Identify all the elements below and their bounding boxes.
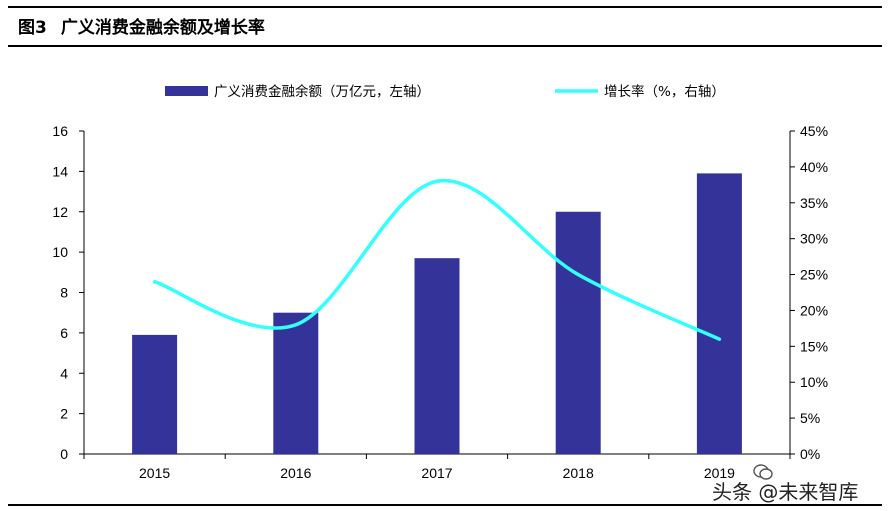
top-rule — [8, 6, 882, 8]
left-tick-label: 2 — [60, 406, 68, 422]
left-tick-label: 12 — [52, 204, 68, 220]
figure-title: 图3 广义消费金融余额及增长率 — [18, 13, 265, 38]
left-tick-label: 0 — [60, 446, 68, 462]
right-tick-label: 40% — [800, 159, 828, 175]
right-tick-label: 10% — [800, 374, 828, 390]
right-tick-label: 35% — [800, 195, 828, 211]
x-tick-label: 2019 — [704, 465, 735, 481]
watermark: 头条 @未来智库 — [712, 480, 859, 504]
right-tick-label: 5% — [800, 410, 820, 426]
bottom-rule — [8, 504, 882, 506]
figure-title-text: 广义消费金融余额及增长率 — [60, 18, 265, 38]
left-tick-label: 16 — [52, 123, 68, 139]
bar — [414, 258, 460, 454]
title-underline — [8, 45, 882, 47]
left-tick-label: 8 — [60, 285, 68, 301]
x-tick-label: 2016 — [280, 465, 311, 481]
x-tick-label: 2018 — [563, 465, 594, 481]
right-tick-label: 15% — [800, 338, 828, 354]
wechat-icon — [753, 464, 773, 480]
growth-rate-line — [152, 178, 722, 341]
x-tick-label: 2017 — [421, 465, 452, 481]
bar — [132, 334, 178, 454]
bar — [273, 312, 319, 454]
legend-label-line: 增长率（%，右轴） — [604, 83, 725, 100]
bar — [555, 211, 601, 454]
right-tick-label: 0% — [800, 446, 820, 462]
legend-label-bar: 广义消费金融余额（万亿元，左轴） — [214, 83, 430, 100]
left-tick-label: 14 — [52, 163, 68, 179]
right-tick-label: 20% — [800, 302, 828, 318]
right-tick-label: 45% — [800, 123, 828, 139]
figure-number: 图3 — [18, 18, 47, 38]
left-tick-label: 4 — [60, 365, 68, 381]
legend-swatch-bar — [165, 86, 208, 96]
bar — [696, 173, 742, 455]
right-tick-label: 30% — [800, 231, 828, 247]
x-tick-label: 2015 — [139, 465, 170, 481]
left-tick-label: 6 — [60, 325, 68, 341]
left-tick-label: 10 — [52, 244, 68, 260]
right-tick-label: 25% — [800, 267, 828, 283]
